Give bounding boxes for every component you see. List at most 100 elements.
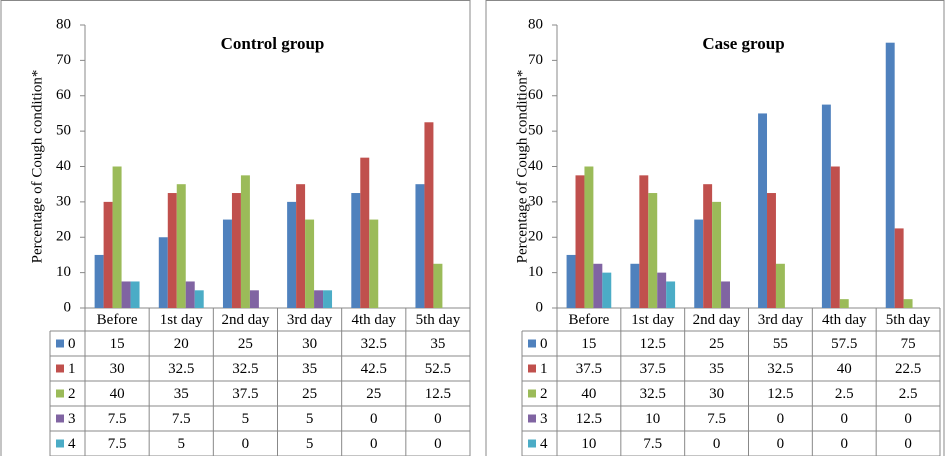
bar	[694, 219, 704, 308]
y-tick-label: 80	[56, 16, 71, 32]
table-cell: 12.5	[640, 336, 666, 352]
legend-swatch	[56, 339, 64, 348]
y-tick-label: 80	[528, 16, 543, 32]
bar	[296, 184, 306, 308]
table-cell: 0	[242, 436, 250, 452]
bar	[185, 281, 195, 308]
y-tick-label: 70	[56, 52, 71, 68]
legend-label: 1	[540, 361, 548, 377]
bar	[593, 263, 603, 308]
bar	[240, 175, 250, 308]
table-cell: 25	[366, 386, 381, 402]
table-cell: 37.5	[640, 361, 666, 377]
table-cell: 5	[178, 436, 186, 452]
y-tick-label: 70	[528, 52, 543, 68]
legend-swatch	[528, 389, 536, 398]
bar	[305, 219, 315, 308]
table-cell: 0	[777, 436, 785, 452]
table-cell: 42.5	[361, 361, 387, 377]
bar	[775, 263, 785, 308]
table-cell: 25	[709, 336, 724, 352]
legend-swatch	[56, 414, 64, 423]
y-tick-label: 60	[56, 87, 71, 103]
bar	[830, 166, 840, 308]
bar	[360, 157, 370, 308]
table-cell: 10	[581, 436, 596, 452]
table-cell: 0	[370, 436, 378, 452]
table-cell: 32.5	[767, 361, 793, 377]
legend-label: 3	[68, 411, 76, 427]
table-cell: 32.5	[361, 336, 387, 352]
bar	[648, 193, 658, 308]
table-cell: 35	[302, 361, 317, 377]
x-tick-label: 5th day	[416, 312, 461, 328]
table-cell: 55	[773, 336, 788, 352]
bar	[287, 201, 297, 308]
bar	[584, 166, 594, 308]
table-cell: 0	[370, 411, 378, 427]
bar	[666, 281, 676, 308]
x-tick-label: 1st day	[631, 312, 674, 328]
bar	[566, 254, 576, 308]
table-cell: 5	[306, 411, 314, 427]
table-cell: 15	[581, 336, 596, 352]
bar	[721, 281, 730, 308]
table-cell: 40	[110, 386, 125, 402]
table-cell: 22.5	[895, 361, 921, 377]
bar	[575, 175, 585, 308]
table-cell: 40	[837, 361, 852, 377]
table-cell: 30	[709, 386, 724, 402]
bar	[903, 299, 913, 308]
x-tick-label: 1st day	[160, 312, 203, 328]
table-cell: 20	[174, 336, 189, 352]
bar	[158, 237, 168, 308]
bar	[231, 193, 241, 308]
legend-swatch	[528, 439, 536, 448]
table-cell: 7.5	[643, 436, 662, 452]
bar	[167, 193, 177, 308]
x-tick-label: 3rd day	[758, 312, 804, 328]
x-tick-label: 2nd day	[221, 312, 269, 328]
y-axis-label: Percentage of Cough condition*	[29, 70, 45, 264]
bar	[894, 228, 904, 308]
table-cell: 25	[302, 386, 317, 402]
chart-title: Case group	[702, 34, 784, 53]
legend-swatch	[56, 439, 64, 448]
table-cell: 5	[306, 436, 314, 452]
bar	[112, 166, 122, 308]
y-tick-label: 40	[56, 158, 71, 174]
legend-swatch	[56, 364, 64, 373]
table-cell: 10	[645, 411, 660, 427]
bar	[821, 104, 831, 308]
bar	[94, 254, 104, 308]
bar	[103, 201, 113, 308]
x-tick-label: 4th day	[351, 312, 396, 328]
bar	[222, 219, 232, 308]
bar	[424, 122, 434, 308]
y-tick-label: 20	[528, 229, 543, 245]
table-cell: 0	[434, 436, 442, 452]
y-tick-label: 50	[528, 123, 543, 139]
table-cell: 5	[242, 411, 250, 427]
y-axis-label: Percentage of Cough condition*	[514, 70, 530, 264]
table-cell: 32.5	[168, 361, 194, 377]
table-cell: 0	[904, 436, 912, 452]
table-cell: 15	[110, 336, 125, 352]
bar	[758, 113, 768, 308]
legend-label: 4	[540, 436, 548, 452]
table-cell: 2.5	[835, 386, 854, 402]
y-tick-label: 10	[528, 264, 543, 280]
bar	[194, 290, 204, 308]
table-cell: 0	[841, 411, 849, 427]
table-cell: 32.5	[640, 386, 666, 402]
table-cell: 30	[110, 361, 125, 377]
bar	[314, 290, 324, 308]
legend-swatch	[528, 339, 536, 348]
legend-label: 2	[540, 386, 548, 402]
table-cell: 12.5	[767, 386, 793, 402]
bar	[712, 201, 722, 308]
table-cell: 0	[713, 436, 721, 452]
legend-swatch	[528, 414, 536, 423]
bar	[839, 299, 849, 308]
